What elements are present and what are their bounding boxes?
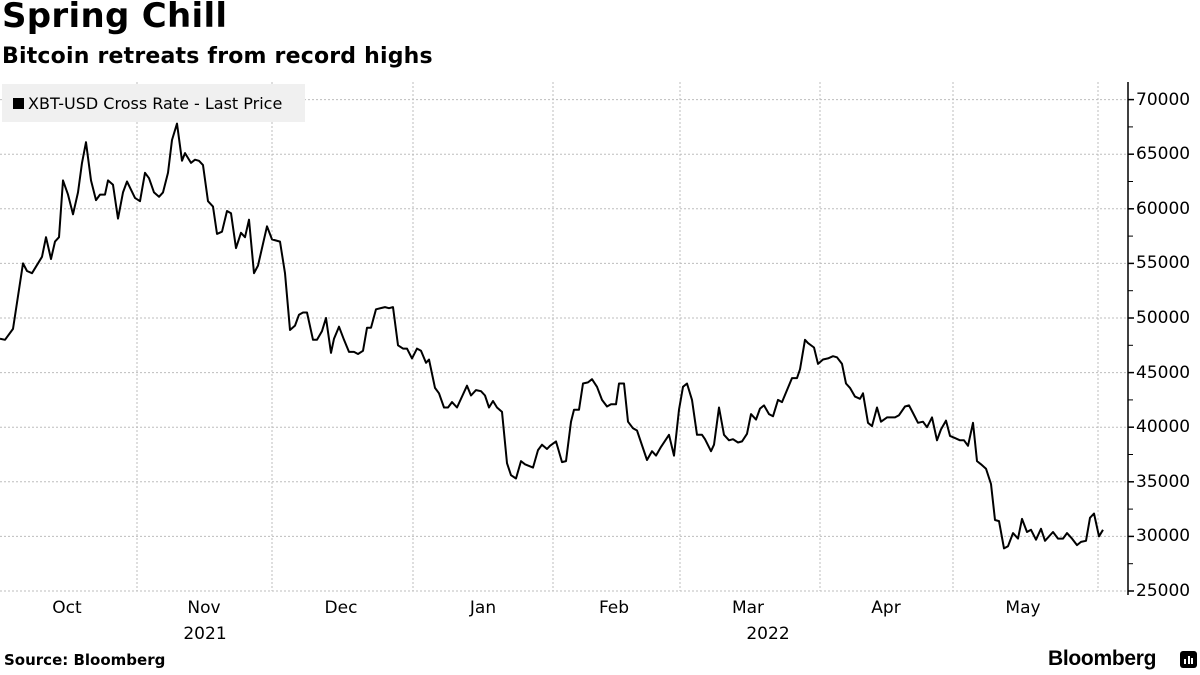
y-tick-label: 50000	[1136, 308, 1191, 328]
legend-swatch-icon	[13, 97, 24, 109]
y-tick-label: 60000	[1136, 198, 1191, 219]
x-tick-label: Feb	[598, 598, 630, 618]
legend-label: XBT-USD Cross Rate - Last Price	[28, 93, 283, 113]
y-tick-label: 70000	[1136, 89, 1191, 110]
x-tick-label: Jan	[469, 598, 497, 618]
bloomberg-chart-icon	[1180, 651, 1197, 668]
x-tick-label: Oct	[52, 598, 82, 618]
year-label: 2022	[746, 624, 790, 644]
y-tick-label: 65000	[1136, 144, 1191, 165]
x-tick-label: Mar	[731, 598, 765, 618]
brand-logo: Bloomberg	[1048, 647, 1157, 670]
source-note: Source: Bloomberg	[4, 651, 166, 669]
y-tick-label: 35000	[1136, 471, 1191, 492]
chart-subtitle: Bitcoin retreats from record highs	[2, 44, 433, 69]
chart-title: Spring Chill	[2, 0, 228, 36]
legend: XBT-USD Cross Rate - Last Price	[2, 84, 305, 122]
y-tick-label: 25000	[1136, 581, 1191, 601]
gridlines	[0, 82, 1128, 592]
y-tick-label: 30000	[1136, 526, 1191, 547]
year-label: 2021	[183, 624, 227, 644]
y-tick-label: 45000	[1136, 362, 1191, 383]
y-tick-label: 55000	[1136, 253, 1191, 274]
x-tick-label: Dec	[324, 598, 358, 618]
y-axis	[1127, 82, 1134, 595]
y-tick-label: 40000	[1136, 417, 1191, 438]
price-line	[0, 122, 1104, 550]
x-tick-label: Nov	[187, 598, 221, 618]
x-tick-label: May	[1005, 598, 1041, 618]
x-tick-label: Apr	[871, 598, 901, 618]
